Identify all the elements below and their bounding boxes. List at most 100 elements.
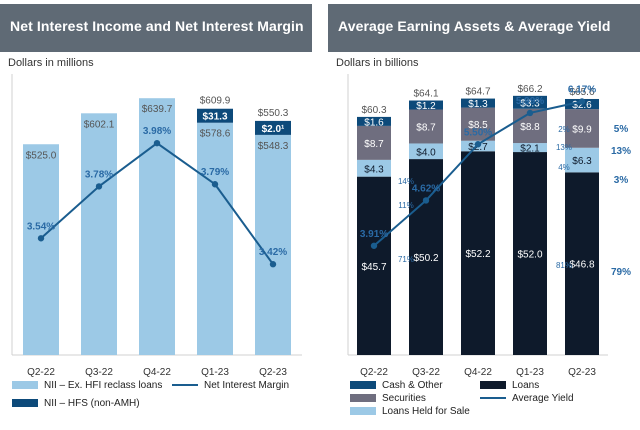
nim-label: 3.42% <box>259 247 287 258</box>
securities-bar <box>461 107 495 141</box>
mix-label-q1-23-lhfs: 4% <box>558 163 570 172</box>
legend-swatch-nii-hfs <box>12 399 38 408</box>
lhfs-bar <box>409 143 443 160</box>
mix-label-q2-22-securities: 14% <box>398 177 414 186</box>
cash-label: $2.6 <box>572 100 592 111</box>
assets-panel: Average Earning Assets & Average Yield D… <box>328 0 640 430</box>
avg-yield-label: 5.50% <box>464 127 492 138</box>
legend-swatch-lhfs <box>350 407 376 416</box>
lhfs-bar <box>513 143 547 153</box>
legend-item-cash: Cash & Other <box>350 380 443 391</box>
legend-swatch-cash <box>350 381 376 390</box>
nii-chart-title: Net Interest Income and Net Interest Mar… <box>10 18 304 34</box>
nii-panel: Net Interest Income and Net Interest Mar… <box>0 0 312 430</box>
legend-swatch-avg-yield <box>480 397 506 400</box>
avg-yield-point <box>526 109 534 117</box>
loans-bar <box>409 159 443 355</box>
loans-label: $52.2 <box>465 249 490 260</box>
loans-bar <box>357 176 391 355</box>
cash-label: $1.3 <box>468 99 488 110</box>
nii-chart: $525.0 Q2-22 $602.1 Q3-22 $639.7 Q4-22 $31.3 $6… <box>11 74 302 378</box>
nii-bar-label: $602.1 <box>84 119 115 130</box>
lhfs-bar <box>565 147 599 173</box>
securities-label: $9.9 <box>572 124 592 135</box>
nii-hfs-label: $2.0¹ <box>262 124 285 135</box>
legend-swatch-nim <box>172 384 198 387</box>
total-label: $64.7 <box>465 87 490 98</box>
nim-label: 3.54% <box>27 221 55 232</box>
nim-point <box>211 181 219 188</box>
cash-label: $1.2 <box>416 101 436 112</box>
x-tick-label: Q3-22 <box>412 367 440 378</box>
mix-label-q2-23-loans: 79% <box>611 267 631 278</box>
x-tick-label: Q2-22 <box>27 367 55 378</box>
nii-bar <box>197 122 233 355</box>
nii-bar-label: $548.3 <box>258 141 289 152</box>
loans-bar <box>513 152 547 355</box>
x-tick-label: Q2-23 <box>259 367 287 378</box>
legend-item-securities: Securities <box>350 393 426 404</box>
mix-label-q2-22-lhfs: 11% <box>398 201 413 210</box>
legend-swatch-loans <box>480 381 506 390</box>
total-label: $66.2 <box>517 84 542 95</box>
legend-item-avg-yield: Average Yield <box>480 393 574 404</box>
x-tick-label: Q4-22 <box>143 367 171 378</box>
nii-hfs-bar <box>255 120 291 135</box>
nim-point <box>153 139 161 147</box>
legend-label-avg-yield: Average Yield <box>512 393 574 404</box>
cash-bar <box>409 100 443 110</box>
x-tick-label: Q2-23 <box>568 367 596 378</box>
legend-label-securities: Securities <box>382 393 426 404</box>
total-label: $64.1 <box>413 89 438 100</box>
loans-label: $45.7 <box>361 262 386 273</box>
x-tick-label: Q4-22 <box>464 367 492 378</box>
mix-label-q2-23-cash: 5% <box>614 124 629 135</box>
mix-label-q1-23-cash: 2% <box>558 125 570 134</box>
legend-label-loans: Loans <box>512 380 540 391</box>
nii-bar <box>81 113 117 355</box>
mix-label-q1-23-securities: 13% <box>556 143 572 152</box>
nii-bar-label: $639.7 <box>142 104 173 115</box>
avg-yield-point <box>422 197 430 204</box>
assets-panel-header: Average Earning Assets & Average Yield <box>328 4 640 52</box>
loans-label: $46.8 <box>569 260 594 271</box>
loans-label: $50.2 <box>413 253 438 264</box>
nim-point <box>269 261 277 268</box>
nii-bar <box>23 144 59 355</box>
avg-yield-point <box>474 141 482 148</box>
lhfs-label: $4.3 <box>364 164 384 175</box>
nim-label: 3.79% <box>201 167 229 178</box>
avg-yield-label: 5.99% <box>516 96 544 107</box>
nii-hfs-label: $31.3 <box>202 112 227 123</box>
x-tick-label: Q2-22 <box>360 367 388 378</box>
mix-label-q2-23-lhfs: 3% <box>614 175 629 186</box>
legend-item-nii-ex: NII – Ex. HFI reclass loans <box>12 380 162 391</box>
legend-item-lhfs: Loans Held for Sale <box>350 406 470 417</box>
nii-bar <box>255 134 291 355</box>
assets-units-label: Dollars in billions <box>336 57 419 69</box>
securities-label: $8.5 <box>468 120 488 131</box>
loans-bar <box>461 151 495 355</box>
nii-panel-header: Net Interest Income and Net Interest Mar… <box>0 4 312 52</box>
assets-chart: $45.7 $4.3 $8.7 $1.6$60.3 Q2-22 $50.2 $4.0 $8.7… <box>347 74 631 378</box>
avg-yield-label: 4.62% <box>412 183 440 194</box>
cash-bar <box>461 98 495 108</box>
x-tick-label: Q1-23 <box>201 367 229 378</box>
legend-swatch-securities <box>350 394 376 403</box>
x-tick-label: Q1-23 <box>516 367 544 378</box>
lhfs-label: $6.3 <box>572 156 592 167</box>
loans-bar <box>565 172 599 355</box>
securities-bar <box>409 109 443 144</box>
mix-label-q1-23-loans: 81% <box>556 261 572 270</box>
lhfs-label: $4.0 <box>416 147 436 158</box>
nim-point <box>37 235 45 242</box>
nim-label: 3.98% <box>143 126 171 137</box>
nii-total-label: $609.9 <box>200 96 231 107</box>
securities-label: $8.7 <box>416 122 436 133</box>
mix-label-q2-22-loans: 71% <box>398 255 414 264</box>
total-label: $60.3 <box>361 105 386 116</box>
nii-total-label: $550.3 <box>258 108 289 119</box>
securities-label: $8.7 <box>364 139 384 150</box>
legend-item-nim: Net Interest Margin <box>172 380 289 391</box>
nim-label: 3.78% <box>85 169 113 180</box>
